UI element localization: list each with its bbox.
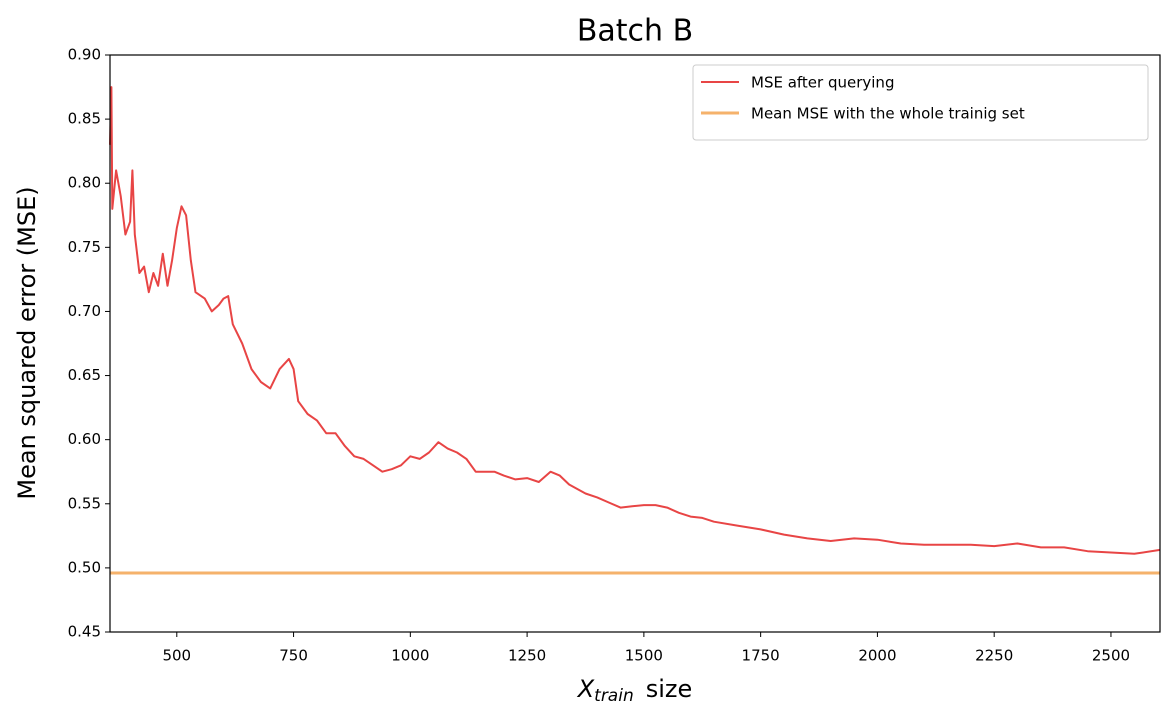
y-tick-label: 0.90 (68, 46, 101, 64)
x-tick-label: 1000 (391, 647, 429, 665)
y-tick-label: 0.60 (68, 430, 101, 448)
y-tick-label: 0.80 (68, 174, 101, 192)
y-axis-label: Mean squared error (MSE) (13, 186, 41, 499)
y-tick-label: 0.55 (68, 494, 101, 512)
plot-frame (109, 54, 1161, 633)
y-tick-label: 0.85 (68, 110, 101, 128)
x-tick-label: 2000 (858, 647, 896, 665)
x-label-sub: train (594, 686, 634, 706)
x-tick-label: 750 (279, 647, 308, 665)
y-tick-label: 0.75 (68, 238, 101, 256)
series-line (109, 86, 1161, 555)
legend-label: MSE after querying (751, 74, 894, 92)
y-tick-label: 0.45 (68, 623, 101, 641)
x-tick-label: 1500 (625, 647, 663, 665)
x-tick-label: 1250 (508, 647, 546, 665)
chart-title: Batch B (577, 14, 693, 49)
legend-box (692, 64, 1149, 141)
x-tick-label: 1750 (742, 647, 780, 665)
x-axis-label: Xtrain size (576, 675, 693, 706)
x-label-rest: size (646, 675, 693, 703)
y-tick-label: 0.50 (68, 558, 101, 576)
y-tick-label: 0.70 (68, 302, 101, 320)
x-tick-label: 500 (162, 647, 191, 665)
x-tick-label: 2500 (1092, 647, 1130, 665)
legend-label: Mean MSE with the whole trainig set (751, 105, 1025, 123)
x-label-main: X (576, 675, 595, 703)
x-tick-label: 2250 (975, 647, 1013, 665)
y-tick-label: 0.65 (68, 366, 101, 384)
